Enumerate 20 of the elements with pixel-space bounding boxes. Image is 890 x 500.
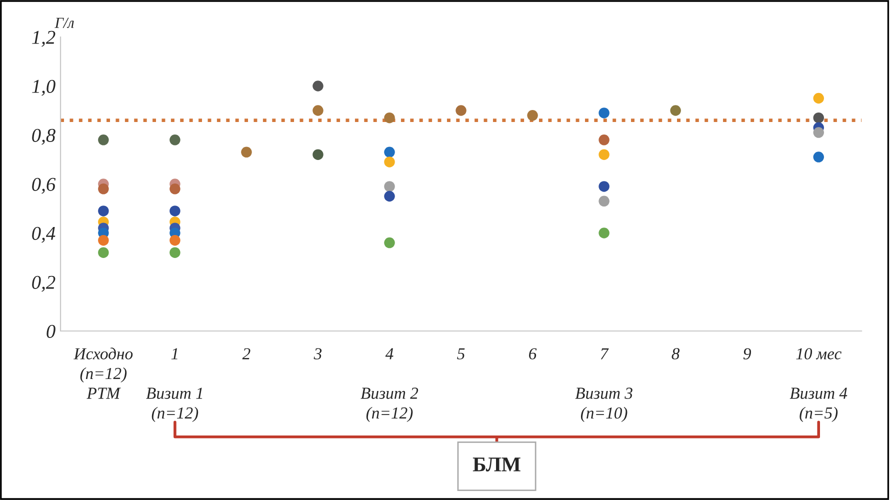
category-label: 7 Визит 3 (n=10): [575, 348, 632, 422]
x-tick-label: Исходно (n=12) РТМ: [74, 348, 133, 399]
x-tick-label: 9: [743, 348, 751, 360]
y-tick-label: 0,2: [32, 276, 56, 292]
y-tick-label: 1,0: [32, 80, 56, 96]
y-tick-label: 1,2: [32, 30, 56, 47]
y-tick-label: 0: [46, 324, 56, 338]
y-axis-title: Г/л: [54, 18, 74, 28]
x-tick-label: 8: [672, 348, 680, 360]
x-tick-label: 3: [314, 348, 322, 360]
y-tick-label: 0,8: [32, 128, 56, 145]
x-tick-label: 2: [242, 348, 250, 360]
category-label: 1 Визит 1 (n=12): [146, 348, 202, 422]
y-tick-label: 0,6: [32, 178, 56, 194]
x-tick-label: 6: [529, 348, 537, 360]
category-label: 10 мес Визит 4 (n=5): [790, 348, 848, 422]
x-tick-label: 5: [457, 348, 465, 360]
text: БЛМ: [472, 458, 520, 472]
category-label: 4 Визит 2 (n=12): [360, 348, 418, 422]
y-tick-label: 0,4: [32, 226, 56, 243]
